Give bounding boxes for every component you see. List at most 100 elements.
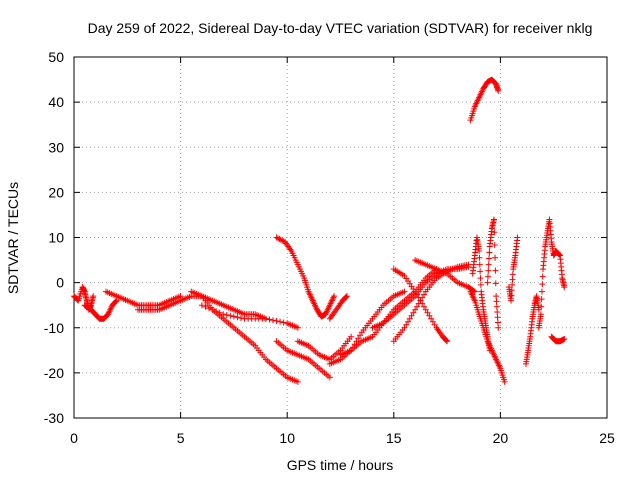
data-point — [443, 337, 450, 344]
data-point — [90, 293, 97, 300]
data-points — [71, 76, 568, 385]
series-arc-u — [505, 234, 521, 304]
data-point — [514, 234, 521, 241]
data-point — [556, 251, 563, 258]
series-arc-k — [326, 288, 408, 367]
data-point — [492, 267, 499, 274]
data-point — [426, 312, 433, 319]
data-point — [213, 308, 220, 315]
data-point — [476, 261, 483, 268]
data-point — [412, 306, 419, 313]
data-point — [465, 261, 472, 268]
series-arc-f — [198, 302, 301, 331]
data-point — [401, 324, 408, 331]
data-point — [561, 336, 568, 343]
axis-ticks: 0 5 10 15 20 25 -30 -20 -10 0 10 20 30 40 50 — [44, 49, 615, 446]
data-point — [493, 293, 500, 300]
data-point — [403, 321, 410, 328]
data-point — [262, 315, 269, 322]
data-point — [405, 318, 412, 325]
series-arc-w — [535, 216, 568, 331]
data-point — [431, 321, 438, 328]
data-point — [492, 280, 499, 287]
chart-title: Day 259 of 2022, Sidereal Day-to-day VTE… — [88, 20, 593, 36]
data-point — [491, 229, 498, 236]
series-arc-j — [326, 293, 350, 322]
data-point — [494, 319, 501, 326]
data-point — [537, 311, 544, 318]
y-tick-label: 40 — [48, 94, 64, 110]
y-tick-label: 50 — [48, 49, 64, 65]
series-arc-g — [273, 234, 338, 320]
data-point — [494, 308, 501, 315]
series-arc-x — [548, 333, 568, 345]
series-arc-p — [412, 257, 478, 295]
data-point — [509, 276, 516, 283]
data-point — [428, 315, 435, 322]
data-point — [206, 305, 213, 312]
data-point — [539, 273, 546, 280]
data-point — [216, 309, 223, 316]
data-point — [410, 309, 417, 316]
data-point — [509, 271, 516, 278]
data-point — [417, 297, 424, 304]
y-tick-label: -30 — [44, 410, 64, 426]
data-point — [501, 378, 508, 385]
series-arc-h — [273, 338, 333, 381]
data-point — [485, 261, 492, 268]
y-tick-label: -20 — [44, 365, 64, 381]
data-point — [273, 317, 280, 324]
x-tick-label: 20 — [493, 430, 509, 446]
y-tick-label: 0 — [56, 275, 64, 291]
data-point — [357, 332, 364, 339]
series-arc-o — [390, 266, 451, 345]
data-point — [484, 273, 491, 280]
data-point — [429, 318, 436, 325]
data-point — [401, 288, 408, 295]
data-point — [508, 287, 515, 294]
data-point — [539, 281, 546, 288]
data-point — [413, 303, 420, 310]
data-point — [343, 293, 350, 300]
data-point — [538, 303, 545, 310]
data-point — [294, 324, 301, 331]
data-point — [209, 306, 216, 313]
series-arc-t — [484, 216, 502, 331]
data-point — [535, 306, 542, 313]
data-point — [494, 314, 501, 321]
data-point — [331, 293, 338, 300]
series-arc-e — [188, 288, 301, 385]
data-point — [198, 302, 205, 309]
data-point — [509, 281, 516, 288]
series-arc-s — [469, 234, 493, 354]
series-arc-i — [294, 333, 355, 363]
data-point — [280, 319, 287, 326]
data-point — [561, 284, 568, 291]
data-point — [508, 297, 515, 304]
data-point — [220, 311, 227, 318]
data-point — [421, 303, 428, 310]
data-point — [413, 291, 420, 298]
data-point — [538, 296, 545, 303]
data-point — [491, 242, 498, 249]
data-point — [419, 300, 426, 307]
data-point — [355, 335, 362, 342]
y-tick-label: 10 — [48, 230, 64, 246]
data-point — [421, 291, 428, 298]
data-point — [476, 248, 483, 255]
y-tick-label: -10 — [44, 320, 64, 336]
series-arc-q — [467, 76, 502, 124]
x-tick-label: 15 — [386, 430, 402, 446]
data-point — [424, 309, 431, 316]
data-point — [538, 288, 545, 295]
data-point — [266, 316, 273, 323]
data-point — [343, 293, 350, 300]
data-point — [408, 312, 415, 319]
data-point — [277, 318, 284, 325]
data-point — [492, 254, 499, 261]
data-point — [227, 312, 234, 319]
data-point — [495, 324, 502, 331]
data-point — [422, 306, 429, 313]
data-point — [508, 292, 515, 299]
